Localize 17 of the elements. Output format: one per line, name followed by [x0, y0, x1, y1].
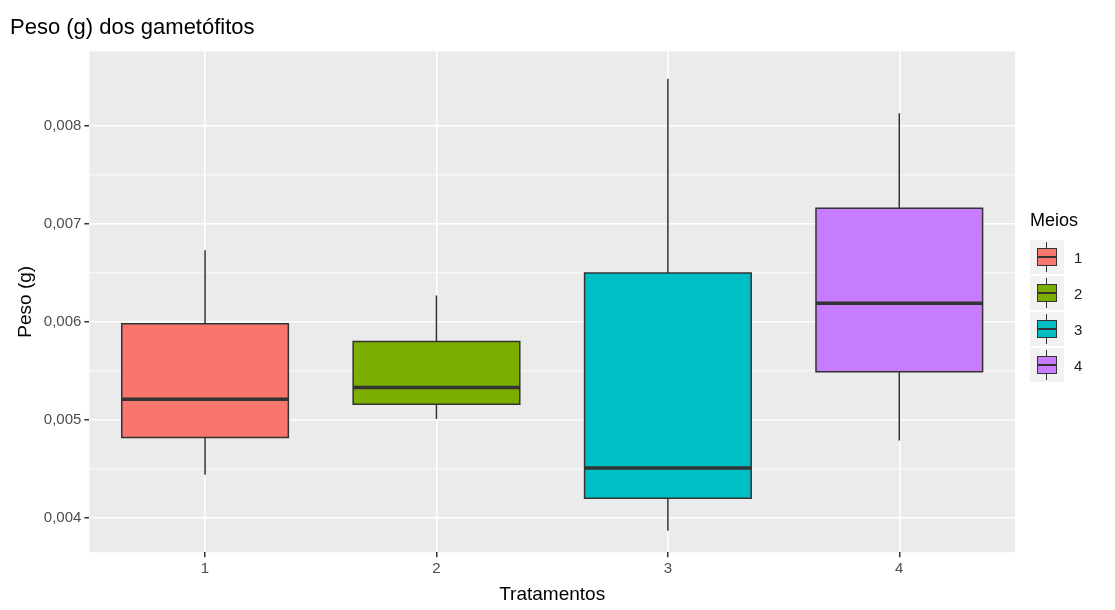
y-axis-title: Peso (g) — [13, 265, 35, 338]
x-tick-label: 2 — [432, 559, 441, 577]
x-axis-title: Tratamentos — [499, 582, 606, 604]
y-tick-label: 0,006 — [43, 312, 82, 330]
legend-label: 2 — [1074, 284, 1083, 302]
x-tick-label: 3 — [663, 559, 673, 577]
chart-title: Peso (g) dos gametófitos — [10, 14, 255, 40]
x-tick-label: 4 — [895, 559, 904, 577]
y-tick-label: 0,008 — [43, 116, 82, 134]
legend-label: 3 — [1074, 320, 1083, 338]
legend-label: 1 — [1074, 248, 1083, 266]
legend-title: Meios — [1030, 210, 1079, 231]
legend-label: 4 — [1074, 356, 1083, 374]
y-tick-label: 0,007 — [43, 214, 82, 232]
x-tick-label: 1 — [200, 559, 210, 577]
y-tick-label: 0,004 — [43, 508, 82, 526]
y-tick-label: 0,005 — [43, 410, 82, 428]
